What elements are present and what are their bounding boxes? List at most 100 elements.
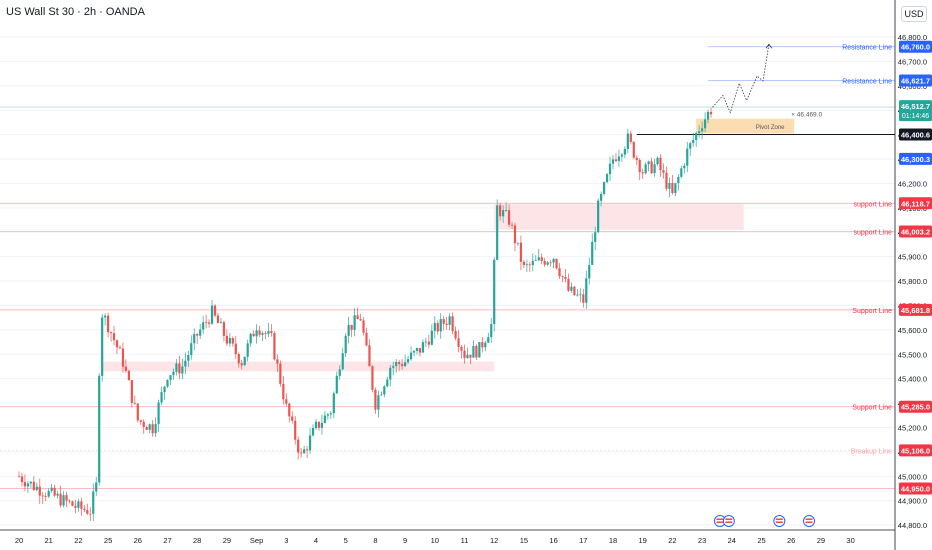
level-tag-bg: [899, 400, 932, 413]
candle-body: [341, 353, 344, 370]
candle-body: [585, 278, 588, 303]
candle-body: [600, 193, 603, 201]
candle-body: [647, 161, 650, 165]
candle-body: [504, 210, 508, 211]
candle-body: [389, 367, 392, 380]
level-tag-bg: [899, 40, 932, 53]
level-line-label: Breakup Line: [851, 448, 892, 455]
candle-body: [104, 315, 107, 318]
candle-body: [496, 205, 499, 260]
candle-body: [261, 333, 264, 335]
level-tag-bg: [899, 74, 932, 87]
candle-body: [311, 428, 315, 436]
candle-body: [703, 119, 707, 129]
time-tick-label: 4: [314, 536, 318, 545]
level-tag-bg: [899, 303, 932, 316]
time-tick-label: 23: [698, 536, 706, 545]
candle-body: [282, 383, 285, 400]
candle-body: [344, 335, 347, 354]
candle-body: [335, 375, 338, 394]
candle-body: [157, 402, 160, 424]
candle-body: [395, 361, 398, 367]
candle-body: [594, 232, 597, 242]
flag-stripe: [725, 518, 733, 520]
candle-body: [591, 241, 594, 265]
candle-body: [632, 141, 635, 158]
candle-body: [145, 427, 148, 430]
flag-stripe: [725, 521, 733, 523]
current-price-tag-bg: [899, 100, 932, 122]
symbol-title[interactable]: US Wall St 30 · 2h · OANDA: [6, 6, 145, 18]
level-tag: 45,106.0: [901, 446, 930, 455]
time-tick-label: 12: [490, 536, 498, 545]
price-tick-label: 45,400.0: [898, 375, 927, 384]
level-tag-bg: [899, 225, 932, 238]
candle-body: [617, 156, 621, 162]
candle-body: [139, 420, 142, 422]
time-tick-label: 25: [757, 536, 765, 545]
projection-arrow: [765, 43, 773, 49]
time-tick-label: 17: [579, 536, 587, 545]
candle-body: [243, 356, 246, 366]
candle-body: [484, 342, 487, 348]
candle-body: [273, 333, 276, 360]
candle-body: [228, 338, 231, 344]
candle-body: [635, 157, 638, 161]
candle-body: [303, 449, 306, 454]
flag-stripe: [775, 521, 783, 523]
candle-body: [74, 505, 77, 508]
currency-button[interactable]: USD: [901, 6, 927, 22]
candle-body: [475, 345, 478, 358]
candle-body: [270, 331, 273, 334]
candle-body: [279, 363, 282, 384]
candle-body: [597, 200, 600, 233]
candle-body: [555, 258, 558, 269]
candle-body: [332, 393, 335, 414]
candle-body: [219, 322, 223, 324]
candle-body: [163, 386, 166, 393]
candle-body: [445, 323, 448, 325]
candle-body: [377, 395, 380, 410]
level-tag: 45,285.0: [901, 403, 930, 412]
candle-body: [17, 476, 21, 478]
candle-body: [510, 224, 514, 226]
candle-body: [133, 402, 136, 404]
candle-body: [127, 370, 130, 381]
time-tick-label: 21: [45, 536, 53, 545]
candle-body: [240, 363, 243, 366]
candle-body: [329, 413, 332, 415]
candle-body: [65, 495, 68, 501]
candle-body: [567, 278, 570, 291]
candle-body: [71, 501, 74, 506]
candle-body: [427, 341, 430, 345]
candle-body: [368, 345, 371, 367]
candle-body: [564, 276, 567, 279]
candle-body: [644, 164, 647, 174]
candle-body: [653, 164, 656, 174]
candle-body: [650, 161, 653, 174]
price-tick-label: 45,800.0: [898, 277, 927, 286]
candle-body: [193, 333, 196, 344]
time-tick-label: 28: [193, 536, 201, 545]
candle-body: [404, 362, 407, 367]
candle-body: [98, 375, 101, 483]
us-flag-icon: [803, 515, 816, 527]
candle-body: [638, 160, 641, 173]
flag-stripe: [716, 521, 724, 523]
candle-body: [683, 165, 686, 169]
candle-body: [472, 345, 475, 358]
candle-body: [519, 242, 523, 262]
time-tick-label: 22: [74, 536, 82, 545]
candle-body: [392, 366, 395, 368]
candle-body: [709, 111, 713, 115]
level-tag-bg: [899, 197, 932, 210]
candle-body: [59, 493, 62, 506]
candle-body: [205, 322, 208, 324]
candle-body: [199, 329, 202, 336]
candle-body: [608, 163, 612, 175]
candle-body: [95, 482, 98, 492]
time-tick-label: 9: [403, 536, 407, 545]
